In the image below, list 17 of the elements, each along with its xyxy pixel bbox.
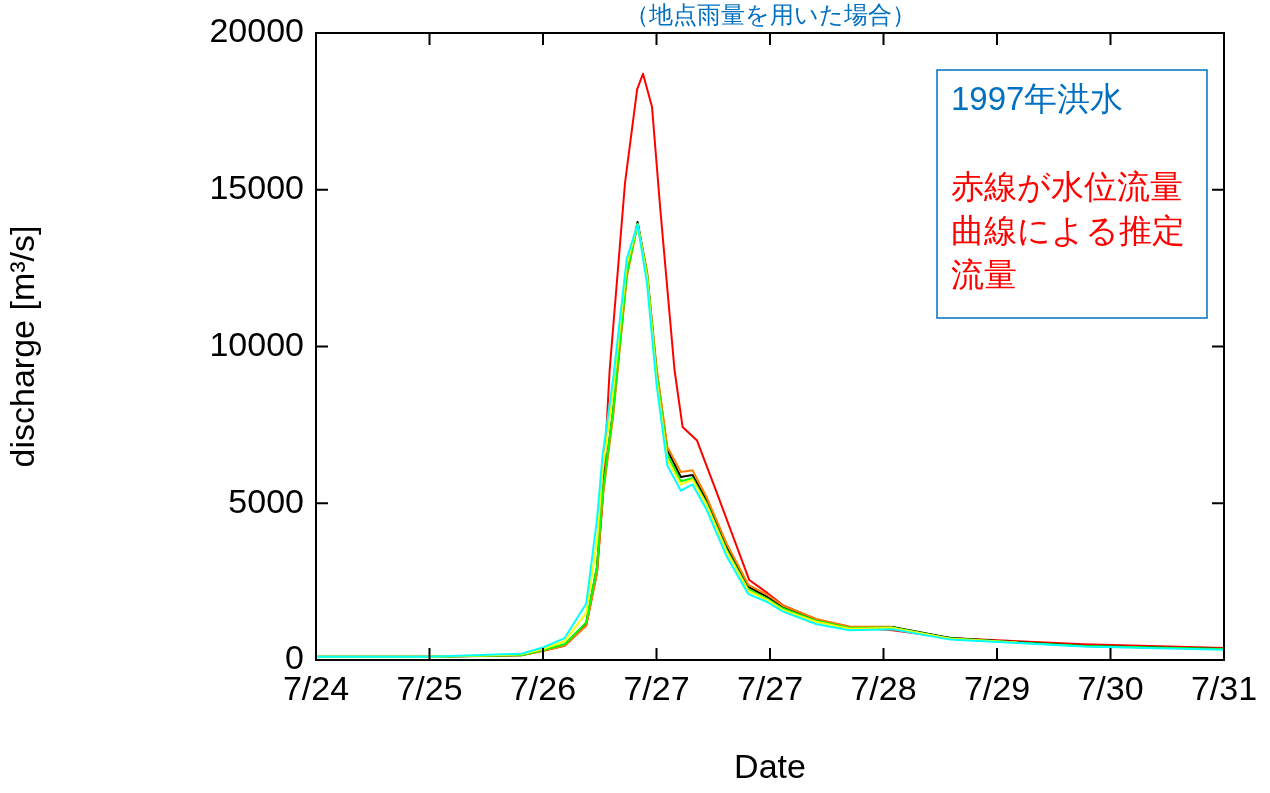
- y-tick-label: 15000: [209, 168, 304, 207]
- y-tick-label: 20000: [209, 11, 304, 50]
- x-axis-title: Date: [734, 746, 806, 785]
- x-tick-label: 7/29: [963, 668, 1031, 707]
- y-tick-label: 5000: [228, 481, 304, 520]
- chart-title: （地点雨量を用いた場合）: [624, 1, 916, 29]
- x-tick-label: 7/28: [850, 668, 917, 707]
- y-tick-label: 10000: [209, 324, 304, 363]
- x-tick-label: 7/27: [623, 668, 690, 707]
- annotation: 1997年洪水: [951, 79, 1124, 117]
- y-axis-title: discharge [m³/s]: [2, 225, 41, 468]
- x-tick-label: 7/27: [736, 668, 804, 707]
- x-tick-label: 7/25: [396, 668, 463, 707]
- x-tick-label: 7/30: [1077, 668, 1144, 707]
- x-tick-label: 7/31: [1190, 668, 1258, 707]
- x-tick-label: 7/26: [509, 668, 577, 707]
- annotation: 赤線が水位流量曲線による推定流量: [951, 167, 1185, 293]
